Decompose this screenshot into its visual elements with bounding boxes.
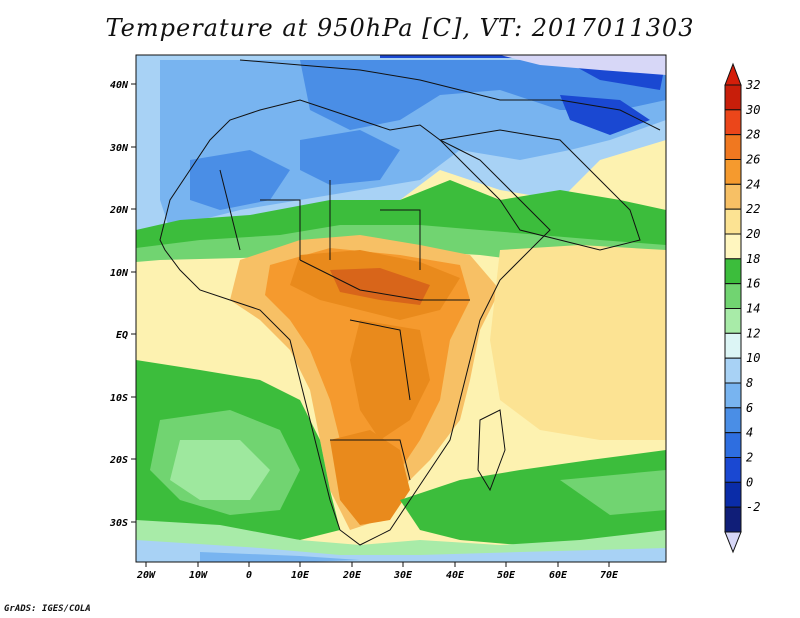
colorbar-box xyxy=(724,432,742,459)
lon-label: 50E xyxy=(497,570,516,581)
colorbar-box xyxy=(724,183,742,210)
colorbar-label: 30 xyxy=(745,103,760,117)
colorbar-label: 20 xyxy=(746,227,760,241)
colorbar-box xyxy=(724,258,742,285)
colorbar-box xyxy=(724,332,742,359)
coastlines xyxy=(159,59,661,546)
lon-label: 20E xyxy=(342,570,362,581)
colorbar-box xyxy=(724,506,742,533)
colorbar-label: 0 xyxy=(746,475,753,489)
colorbar-label: 14 xyxy=(746,302,760,316)
colorbar-box xyxy=(724,457,742,483)
longitude-axis: 20W 10W 0 10E 20E 30E 40E 50E 60E 70E xyxy=(136,562,619,581)
latitude-axis: 40N 30N 20N 10N EQ 10S 20S 30S xyxy=(109,80,136,529)
colorbar-label: 4 xyxy=(746,426,753,440)
temperature-field xyxy=(136,55,666,562)
colorbar-label: 12 xyxy=(746,326,760,340)
colorbar-box xyxy=(724,159,742,185)
lat-label: 40N xyxy=(110,80,129,91)
lat-label: 10S xyxy=(110,393,128,404)
credit-text: GrADS: IGES/COLA xyxy=(4,604,91,614)
lon-label: 20W xyxy=(136,570,156,581)
colorbar-boxes xyxy=(724,84,742,533)
colorbar-box xyxy=(724,208,742,235)
lat-label: 20N xyxy=(109,205,129,216)
colorbar-bottom-arrow xyxy=(724,531,742,554)
colorbar-label: -2 xyxy=(746,500,760,514)
lon-label: 0 xyxy=(246,570,252,581)
lon-label: 60E xyxy=(549,570,568,581)
colorbar-box xyxy=(724,233,742,260)
lat-label: 30S xyxy=(109,518,128,529)
colorbar-label: 8 xyxy=(746,376,753,390)
colorbar-box xyxy=(724,407,742,434)
lat-label: EQ xyxy=(116,330,128,341)
lon-label: 70E xyxy=(600,570,619,581)
lon-label: 40E xyxy=(446,570,465,581)
lat-label: 10N xyxy=(110,268,129,279)
colorbar-box xyxy=(724,357,742,384)
lon-label: 30E xyxy=(393,570,413,581)
colorbar-label: 26 xyxy=(746,153,760,167)
colorbar-label: 24 xyxy=(746,177,760,191)
lat-label: 30N xyxy=(109,143,129,154)
colorbar-box xyxy=(724,134,742,160)
chart-title: Temperature at 950hPa [C], VT: 201701130… xyxy=(105,14,695,42)
colorbar-label: 2 xyxy=(746,451,753,465)
colorbar-label: 16 xyxy=(746,277,760,291)
lat-label: 20S xyxy=(109,455,128,466)
colorbar-box xyxy=(724,382,742,409)
colorbar-box xyxy=(724,481,742,508)
colorbar-label: 6 xyxy=(746,401,753,415)
colorbar-label: 32 xyxy=(745,78,760,92)
colorbar-box xyxy=(724,308,742,334)
colorbar-box xyxy=(724,109,742,136)
colorbar-box xyxy=(724,84,742,111)
colorbar-label: 28 xyxy=(746,128,760,142)
colorbar-top-arrow xyxy=(724,62,742,86)
colorbar-label: 22 xyxy=(746,202,760,216)
colorbar-box xyxy=(724,283,742,310)
map-frame xyxy=(135,54,667,563)
lon-label: 10E xyxy=(291,570,310,581)
lon-label: 10W xyxy=(189,570,208,581)
colorbar-label: 18 xyxy=(746,252,760,266)
colorbar-label: 10 xyxy=(746,351,760,365)
